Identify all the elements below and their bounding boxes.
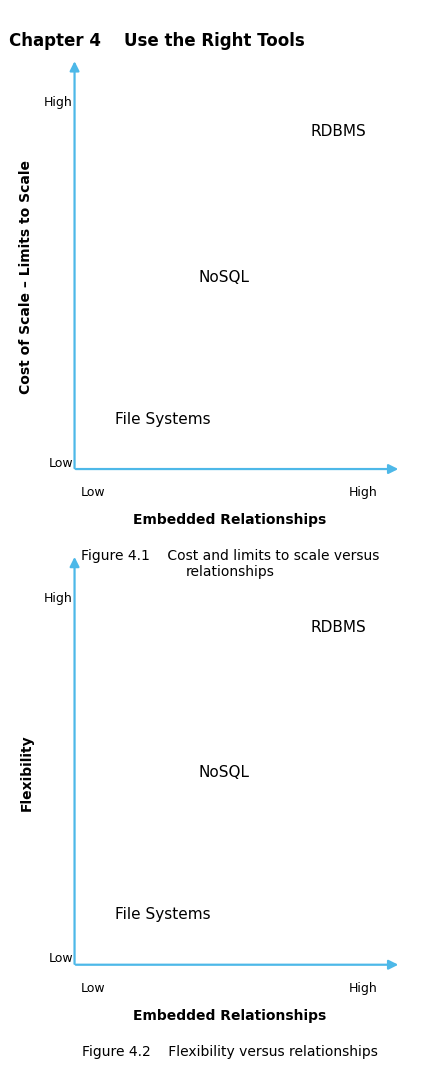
Text: High: High xyxy=(44,96,73,109)
Text: Low: Low xyxy=(49,953,73,966)
Text: RDBMS: RDBMS xyxy=(311,619,367,634)
Text: Embedded Relationships: Embedded Relationships xyxy=(133,513,327,528)
Text: File Systems: File Systems xyxy=(115,907,210,922)
Text: Low: Low xyxy=(81,982,105,995)
Text: Flexibility: Flexibility xyxy=(19,734,33,811)
Text: NoSQL: NoSQL xyxy=(199,270,250,285)
Text: Figure 4.1    Cost and limits to scale versus
relationships: Figure 4.1 Cost and limits to scale vers… xyxy=(81,549,379,579)
Text: Figure 4.2    Flexibility versus relationships: Figure 4.2 Flexibility versus relationsh… xyxy=(82,1045,378,1059)
Text: NoSQL: NoSQL xyxy=(199,765,250,780)
Text: RDBMS: RDBMS xyxy=(311,124,367,139)
Text: High: High xyxy=(349,486,378,499)
Text: File Systems: File Systems xyxy=(115,411,210,426)
Text: High: High xyxy=(44,592,73,604)
Text: High: High xyxy=(349,982,378,995)
Text: Cost of Scale – Limits to Scale: Cost of Scale – Limits to Scale xyxy=(19,160,33,394)
Text: Low: Low xyxy=(49,457,73,470)
Text: Chapter 4    Use the Right Tools: Chapter 4 Use the Right Tools xyxy=(9,32,304,50)
Text: Low: Low xyxy=(81,486,105,499)
Text: Embedded Relationships: Embedded Relationships xyxy=(133,1008,327,1023)
